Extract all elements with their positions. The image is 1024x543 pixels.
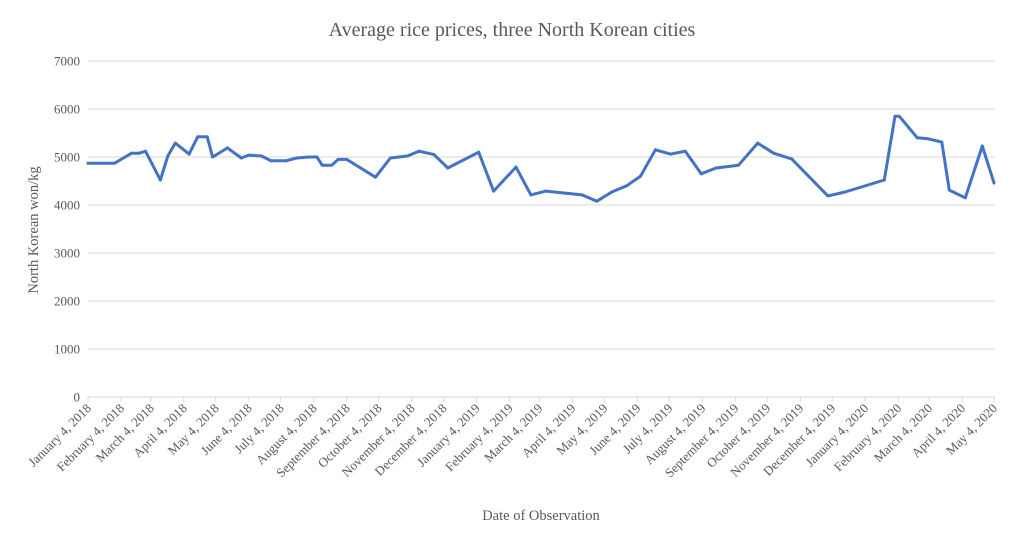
data-point xyxy=(205,135,209,139)
data-point xyxy=(477,150,481,154)
y-tick-label: 3000 xyxy=(54,246,80,261)
data-point xyxy=(336,157,340,161)
y-axis-label: North Korean won/kg xyxy=(26,166,42,293)
data-point xyxy=(668,152,672,156)
data-point xyxy=(86,161,90,165)
data-point xyxy=(330,163,334,167)
data-point xyxy=(137,151,141,155)
data-point xyxy=(345,157,349,161)
data-point xyxy=(295,156,299,160)
data-point xyxy=(388,156,392,160)
series-group xyxy=(86,114,996,203)
y-tick-label: 2000 xyxy=(54,294,80,309)
data-point xyxy=(130,151,134,155)
data-point xyxy=(446,166,450,170)
y-tick-label: 5000 xyxy=(54,150,80,165)
data-point xyxy=(790,157,794,161)
gridlines xyxy=(88,60,995,398)
data-point xyxy=(843,190,847,194)
data-point xyxy=(926,137,930,141)
data-point xyxy=(492,189,496,193)
data-point xyxy=(166,154,170,158)
data-point xyxy=(247,153,251,157)
data-point xyxy=(143,149,147,153)
data-point xyxy=(196,135,200,139)
data-point xyxy=(580,193,584,197)
y-tick-label: 1000 xyxy=(54,342,80,357)
data-point xyxy=(562,191,566,195)
data-point xyxy=(284,159,288,163)
data-point xyxy=(405,154,409,158)
data-point xyxy=(882,178,886,182)
data-point xyxy=(897,114,901,118)
y-tick-label: 7000 xyxy=(54,54,80,69)
data-point xyxy=(639,174,643,178)
data-point xyxy=(113,161,117,165)
data-point xyxy=(260,154,264,158)
data-point xyxy=(714,166,718,170)
data-point xyxy=(992,181,996,185)
data-point xyxy=(772,151,776,155)
data-point xyxy=(963,196,967,200)
data-point xyxy=(653,148,657,152)
data-point xyxy=(595,199,599,203)
data-point xyxy=(736,163,740,167)
data-point xyxy=(239,156,243,160)
data-point xyxy=(756,141,760,145)
data-point xyxy=(529,193,533,197)
data-point xyxy=(373,175,377,179)
data-point xyxy=(315,155,319,159)
data-point xyxy=(893,114,897,118)
data-point xyxy=(699,172,703,176)
data-point xyxy=(683,149,687,153)
data-point xyxy=(307,155,311,159)
data-point xyxy=(432,153,436,157)
data-point xyxy=(544,189,548,193)
data-point xyxy=(625,184,629,188)
x-axis-label: Date of Observation xyxy=(482,508,600,524)
y-tick-label: 0 xyxy=(74,390,81,405)
data-point xyxy=(187,152,191,156)
data-point xyxy=(610,190,614,194)
y-axis-ticks: 0 1000 2000 3000 4000 5000 6000 7000 xyxy=(54,54,80,405)
price-series-line xyxy=(86,114,996,203)
data-point xyxy=(915,136,919,140)
data-point xyxy=(826,194,830,198)
y-tick-label: 4000 xyxy=(54,198,80,213)
data-point xyxy=(947,188,951,192)
chart-title: Average rice prices, three North Korean … xyxy=(329,19,696,41)
y-tick-label: 6000 xyxy=(54,102,80,117)
data-point xyxy=(980,144,984,148)
data-point xyxy=(514,165,518,169)
data-point xyxy=(211,155,215,159)
data-point xyxy=(158,178,162,182)
data-point xyxy=(417,149,421,153)
data-point xyxy=(173,141,177,145)
data-point xyxy=(269,159,273,163)
data-point xyxy=(225,146,229,150)
data-point xyxy=(940,140,944,144)
data-point xyxy=(320,163,324,167)
